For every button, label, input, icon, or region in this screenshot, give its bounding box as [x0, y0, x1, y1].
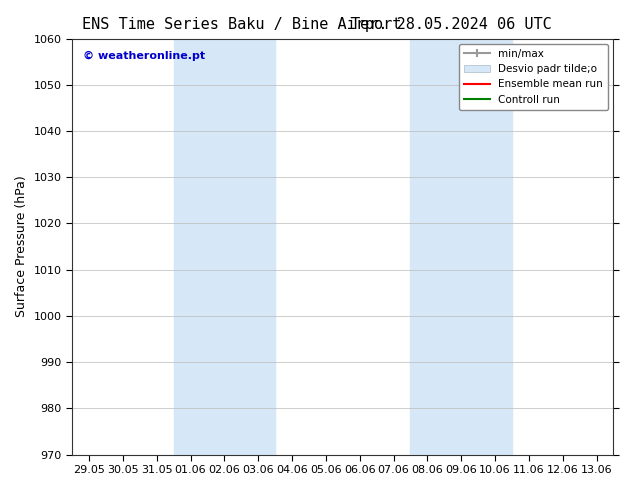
Y-axis label: Surface Pressure (hPa): Surface Pressure (hPa) — [15, 176, 28, 318]
Bar — [174, 39, 275, 455]
Text: © weatheronline.pt: © weatheronline.pt — [83, 51, 205, 61]
Text: ENS Time Series Baku / Bine Airport: ENS Time Series Baku / Bine Airport — [82, 17, 402, 32]
Text: Ter. 28.05.2024 06 UTC: Ter. 28.05.2024 06 UTC — [351, 17, 552, 32]
Bar — [410, 39, 512, 455]
Legend: min/max, Desvio padr tilde;o, Ensemble mean run, Controll run: min/max, Desvio padr tilde;o, Ensemble m… — [458, 44, 608, 110]
